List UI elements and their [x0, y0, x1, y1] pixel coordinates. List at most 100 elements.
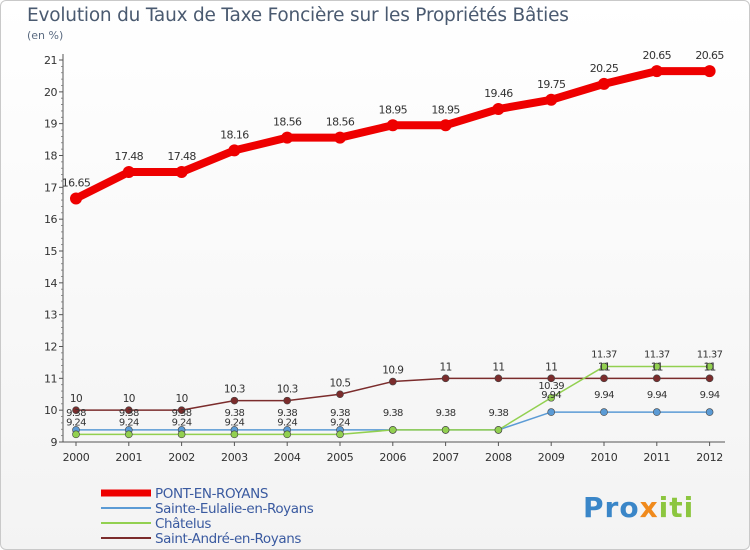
data-point-sainte-eulalie-en-royans [705, 408, 714, 416]
x-tick-label: 2002 [168, 451, 195, 464]
data-label: 19.46 [484, 87, 513, 100]
y-tick-label: 19 [44, 118, 57, 131]
data-label: 9.24 [66, 417, 86, 428]
data-label: 10.3 [277, 384, 298, 396]
y-tick-label: 14 [44, 277, 57, 290]
series-line-pont-en-royans [74, 67, 710, 203]
proxiti-logo: Proxiti [583, 491, 694, 524]
data-label: 9.24 [119, 417, 139, 428]
data-point-pont-en-royans [228, 144, 241, 157]
data-label: 19.75 [537, 78, 566, 91]
data-point-sainte-eulalie-en-royans [547, 408, 556, 416]
data-label: 16.65 [62, 176, 91, 189]
data-label: 9.38 [119, 408, 139, 419]
data-label: 18.56 [326, 116, 355, 129]
data-label: 11 [492, 361, 504, 373]
data-point-pont-en-royans [175, 166, 188, 179]
brand-part-1: Pro [583, 491, 640, 524]
x-tick-label: 2004 [274, 451, 301, 464]
data-point-pont-en-royans [598, 77, 610, 90]
data-point-saint-andre-en-royans [336, 390, 344, 399]
data-point-pont-en-royans [281, 131, 294, 144]
data-point-chatelus [283, 430, 292, 439]
legend-label: Châtelus [155, 516, 211, 532]
data-point-saint-andre-en-royans [494, 374, 503, 383]
data-label: 11 [651, 361, 663, 373]
data-point-pont-en-royans [650, 65, 663, 78]
y-tick-label: 11 [44, 372, 57, 385]
data-label: 18.95 [379, 103, 408, 116]
data-point-chatelus [600, 362, 608, 371]
data-label: 11.37 [697, 350, 723, 361]
data-label: 10.5 [330, 377, 351, 389]
x-tick-label: 2003 [221, 451, 248, 464]
data-label: 9.94 [647, 390, 667, 401]
data-label: 9.38 [172, 408, 192, 419]
data-point-saint-andre-en-royans [441, 374, 450, 383]
y-tick-label: 18 [44, 150, 57, 163]
data-point-chatelus [547, 393, 556, 402]
data-point-saint-andre-en-royans [283, 396, 292, 405]
data-label: 9.38 [224, 408, 244, 419]
data-point-pont-en-royans [492, 103, 505, 116]
data-point-pont-en-royans [122, 166, 135, 179]
y-tick-label: 17 [44, 181, 57, 194]
data-label: 17.48 [167, 150, 196, 163]
data-label: 9.38 [66, 408, 86, 419]
y-tick-label: 13 [44, 309, 57, 322]
y-tick-label: 10 [44, 404, 57, 417]
data-label: 18.95 [431, 103, 460, 116]
data-label: 20.65 [643, 49, 672, 62]
data-label: 11 [598, 361, 610, 373]
y-tick-label: 12 [44, 341, 57, 354]
data-point-pont-en-royans [545, 93, 558, 106]
data-point-chatelus [72, 430, 80, 439]
y-tick-label: 16 [44, 213, 57, 226]
data-label: 10 [176, 393, 188, 405]
data-point-saint-andre-en-royans [72, 406, 80, 414]
y-tick-label: 21 [44, 54, 57, 67]
x-tick-label: 2007 [432, 451, 459, 464]
x-tick-label: 2009 [538, 451, 565, 464]
x-tick-label: 2006 [379, 451, 406, 464]
data-label: 9.24 [224, 417, 244, 428]
data-point-pont-en-royans [70, 192, 82, 205]
data-point-saint-andre-en-royans [652, 374, 661, 383]
data-point-chatelus [388, 426, 397, 434]
data-label: 10.39 [538, 381, 564, 392]
data-label: 9.38 [436, 408, 456, 419]
data-label: 11 [440, 361, 452, 373]
data-label: 9.38 [383, 408, 403, 419]
data-label: 10.9 [382, 365, 403, 377]
brand-part-2: x [639, 491, 659, 524]
brand-part-3: iti [658, 491, 695, 524]
data-label: 9.94 [541, 390, 561, 401]
x-tick-label: 2011 [643, 451, 670, 464]
data-label: 10.3 [224, 384, 245, 396]
data-point-saint-andre-en-royans [600, 374, 608, 383]
data-point-saint-andre-en-royans [388, 377, 397, 386]
data-point-sainte-eulalie-en-royans [600, 408, 608, 416]
data-label: 10 [123, 393, 135, 405]
data-label: 9.38 [488, 408, 508, 419]
data-label: 9.38 [330, 408, 350, 419]
chart-title: Evolution du Taux de Taxe Foncière sur l… [27, 5, 569, 26]
data-label: 9.94 [594, 390, 614, 401]
data-label: 20.65 [695, 49, 724, 62]
data-label: 9.24 [172, 417, 192, 428]
data-point-pont-en-royans [703, 65, 716, 78]
y-tick-label: 9 [51, 436, 58, 449]
legend-label: PONT-EN-ROYANS [155, 486, 268, 502]
data-point-chatelus [230, 430, 239, 439]
legend-label: Saint-André-en-Royans [155, 531, 301, 547]
data-label: 11 [704, 361, 716, 373]
data-label: 11.37 [644, 350, 670, 361]
x-tick-label: 2010 [591, 451, 618, 464]
data-point-saint-andre-en-royans [230, 396, 239, 405]
data-point-pont-en-royans [386, 119, 399, 132]
y-axis-unit: (en %) [27, 29, 64, 42]
data-point-saint-andre-en-royans [705, 374, 714, 383]
data-label: 10 [70, 393, 82, 405]
data-point-pont-en-royans [334, 131, 346, 144]
